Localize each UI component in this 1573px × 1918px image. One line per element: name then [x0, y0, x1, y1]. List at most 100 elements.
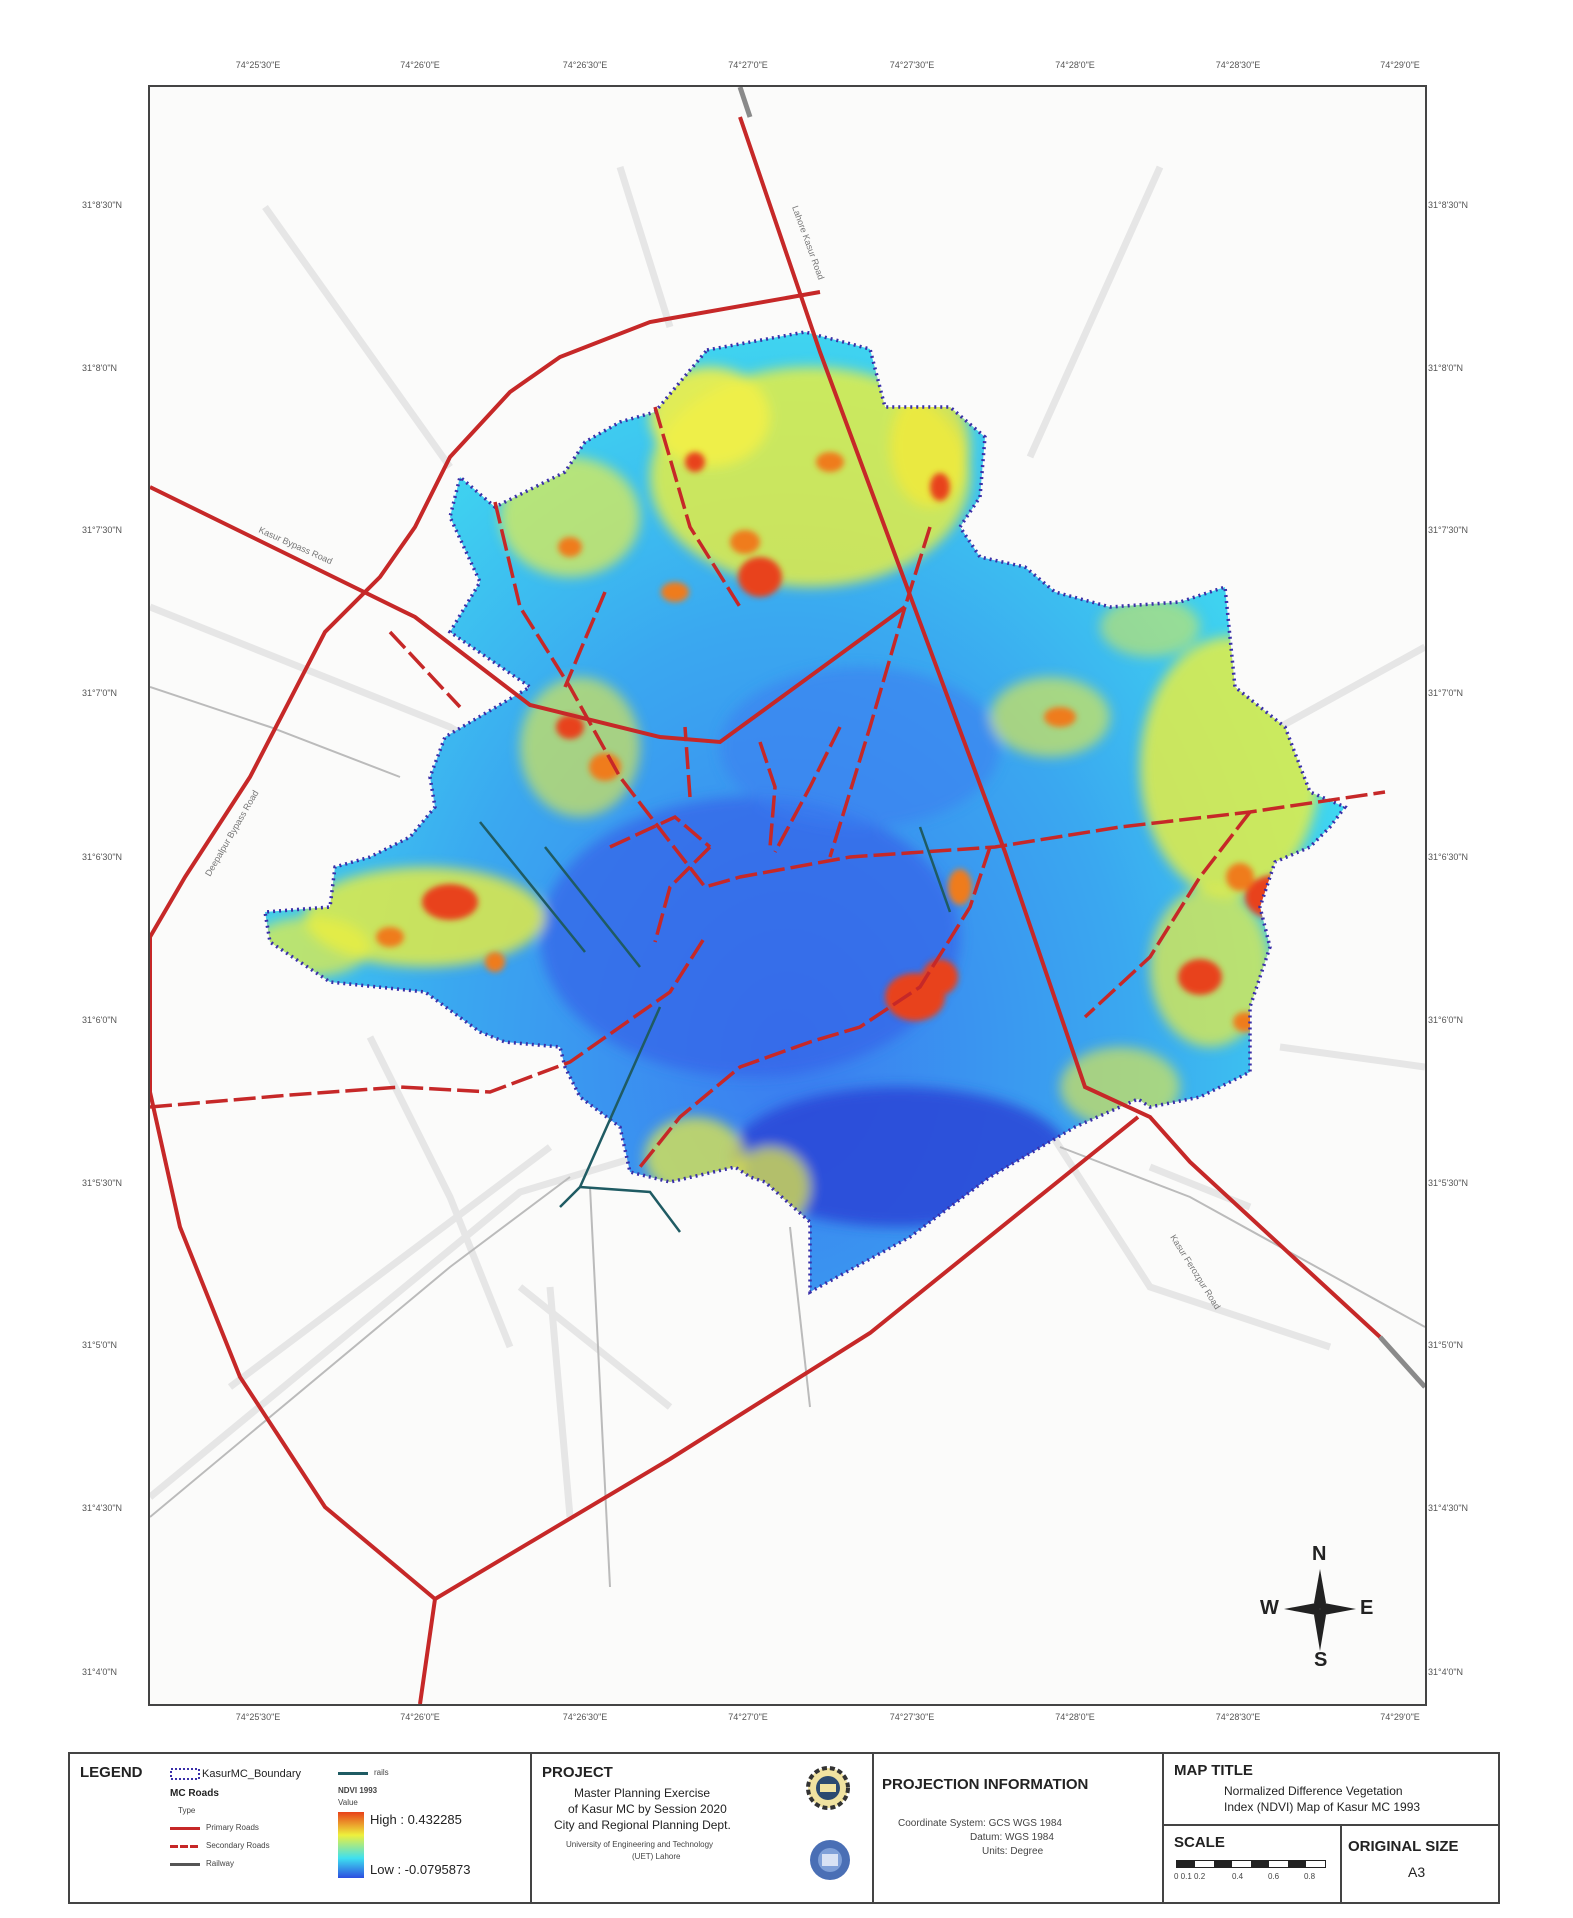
project-line4: University of Engineering and Technology — [566, 1840, 714, 1849]
scale-label: 0 0.1 0.2 — [1174, 1872, 1206, 1881]
legend-secondary: Secondary Roads — [206, 1841, 270, 1850]
legend-value: Value — [338, 1798, 358, 1807]
city-boundary[interactable] — [262, 330, 1348, 1295]
legend-type: Type — [178, 1806, 196, 1815]
tick-label: 31°4'30"N — [82, 1503, 123, 1513]
scale-label: 0.8 — [1304, 1872, 1316, 1881]
tick-label: 31°6'30"N — [1428, 852, 1469, 862]
base-streets — [150, 165, 1425, 1518]
legend-boundary-label: KasurMC_Boundary — [202, 1768, 302, 1780]
map-title-panel: MAP TITLE Normalized Difference Vegetati… — [1164, 1754, 1498, 1902]
tick-label: 74°29'0"E — [1380, 1712, 1420, 1722]
rails-swatch — [338, 1772, 368, 1775]
legend-primary: Primary Roads — [206, 1823, 259, 1832]
boundary-swatch — [170, 1768, 200, 1780]
compass-e: E — [1360, 1597, 1374, 1619]
tick-label: 31°5'30"N — [1428, 1178, 1469, 1188]
railway-top — [737, 87, 753, 118]
railway-bottom-right — [1378, 1335, 1425, 1389]
tick-label: 74°26'30"E — [562, 1712, 608, 1722]
legend-high: High : 0.432285 — [370, 1812, 462, 1827]
tick-label: 74°28'30"E — [1215, 60, 1261, 70]
secondary-road-swatch — [170, 1845, 200, 1848]
projection-line3: Units: Degree — [982, 1846, 1044, 1857]
tick-label: 31°6'30"N — [82, 852, 123, 862]
tick-label: 31°4'0"N — [82, 1667, 118, 1677]
map-frame[interactable]: Lahore Kasur Road Kasur Bypass Road Deep… — [148, 85, 1427, 1706]
primary-roads[interactable] — [150, 116, 1382, 1704]
tick-label: 31°8'30"N — [82, 200, 123, 210]
tick-label: 74°26'0"E — [400, 1712, 440, 1722]
railway-swatch — [170, 1863, 200, 1866]
divider — [1340, 1824, 1342, 1902]
southern-road — [418, 1115, 1140, 1704]
tick-label: 31°5'0"N — [1428, 1340, 1464, 1350]
north-arrow: N S W E — [1260, 1543, 1374, 1671]
project-title: PROJECT — [542, 1764, 613, 1781]
scale-bar — [1176, 1860, 1326, 1868]
tick-label: 31°5'30"N — [82, 1178, 123, 1188]
tick-label: 31°8'0"N — [1428, 363, 1464, 373]
map-title-line2: Index (NDVI) Map of Kasur MC 1993 — [1224, 1800, 1421, 1814]
tick-label: 74°27'0"E — [728, 60, 768, 70]
legend-bar: LEGEND KasurMC_Boundary MC Roads Type Pr… — [68, 1752, 1500, 1904]
divider — [1162, 1754, 1164, 1902]
legend-mc-roads: MC Roads — [170, 1788, 219, 1799]
map-canvas[interactable]: Lahore Kasur Road Kasur Bypass Road Deep… — [150, 87, 1425, 1704]
department-logo-icon — [810, 1840, 850, 1880]
ndvi-raster — [265, 332, 1345, 1292]
secondary-roads[interactable] — [150, 406, 1386, 1169]
legend-ndvi-heading: NDVI 1993 — [338, 1786, 378, 1795]
project-line1: Master Planning Exercise — [574, 1786, 711, 1800]
tick-label: 31°7'30"N — [1428, 525, 1469, 535]
legend-rails: rails — [374, 1768, 389, 1777]
compass-s: S — [1314, 1649, 1328, 1671]
legend-panel: LEGEND KasurMC_Boundary MC Roads Type Pr… — [70, 1754, 530, 1902]
map-title-heading: MAP TITLE — [1174, 1762, 1253, 1779]
tick-label: 31°8'0"N — [82, 363, 118, 373]
primary-road-swatch — [170, 1827, 200, 1830]
project-line3: City and Regional Planning Dept. — [554, 1818, 731, 1832]
compass-n: N — [1312, 1543, 1327, 1565]
map-title-line1: Normalized Difference Vegetation — [1224, 1784, 1403, 1798]
tick-label: 31°6'0"N — [1428, 1015, 1464, 1025]
legend-railway: Railway — [206, 1859, 235, 1868]
uet-logo-icon — [806, 1766, 850, 1810]
projection-panel: PROJECTION INFORMATION Coordinate System… — [874, 1754, 1162, 1902]
tick-label: 74°26'30"E — [562, 60, 608, 70]
projection-title: PROJECTION INFORMATION — [882, 1776, 1089, 1793]
tick-label: 74°27'30"E — [889, 60, 935, 70]
divider — [1164, 1824, 1498, 1826]
tick-label: 31°4'30"N — [1428, 1503, 1469, 1513]
tick-label: 74°28'0"E — [1055, 60, 1095, 70]
compass-w: W — [1260, 1597, 1279, 1619]
tick-label: 74°28'30"E — [1215, 1712, 1261, 1722]
legend-title: LEGEND — [80, 1764, 143, 1781]
divider — [530, 1754, 532, 1902]
kasur-bypass-road — [150, 485, 907, 745]
tick-label: 31°7'0"N — [82, 688, 118, 698]
tick-label: 74°27'0"E — [728, 1712, 768, 1722]
ring-road — [150, 290, 821, 1601]
minor-streets — [150, 686, 1425, 1588]
projection-line2: Datum: WGS 1984 — [970, 1832, 1054, 1843]
project-panel: PROJECT Master Planning Exercise of Kasu… — [532, 1754, 872, 1902]
tick-label: 31°5'0"N — [82, 1340, 118, 1350]
tick-label: 74°28'0"E — [1055, 1712, 1095, 1722]
tick-label: 31°7'30"N — [82, 525, 123, 535]
tick-label: 74°26'0"E — [400, 60, 440, 70]
projection-line1: Coordinate System: GCS WGS 1984 — [898, 1818, 1062, 1829]
legend-low: Low : -0.0795873 — [370, 1862, 471, 1877]
scale-label: 0.6 — [1268, 1872, 1280, 1881]
tick-label: 31°4'0"N — [1428, 1667, 1464, 1677]
scale-label: 0.4 — [1232, 1872, 1244, 1881]
tick-label: 74°27'30"E — [889, 1712, 935, 1722]
tick-label: 31°6'0"N — [82, 1015, 118, 1025]
tick-label: 74°29'0"E — [1380, 60, 1420, 70]
tick-label: 31°7'0"N — [1428, 688, 1464, 698]
lahore-kasur-road — [738, 116, 1382, 1339]
original-size-title: ORIGINAL SIZE — [1348, 1838, 1459, 1855]
scale-title: SCALE — [1174, 1834, 1225, 1851]
original-size-value: A3 — [1408, 1864, 1426, 1880]
compass-icon — [1284, 1569, 1356, 1651]
